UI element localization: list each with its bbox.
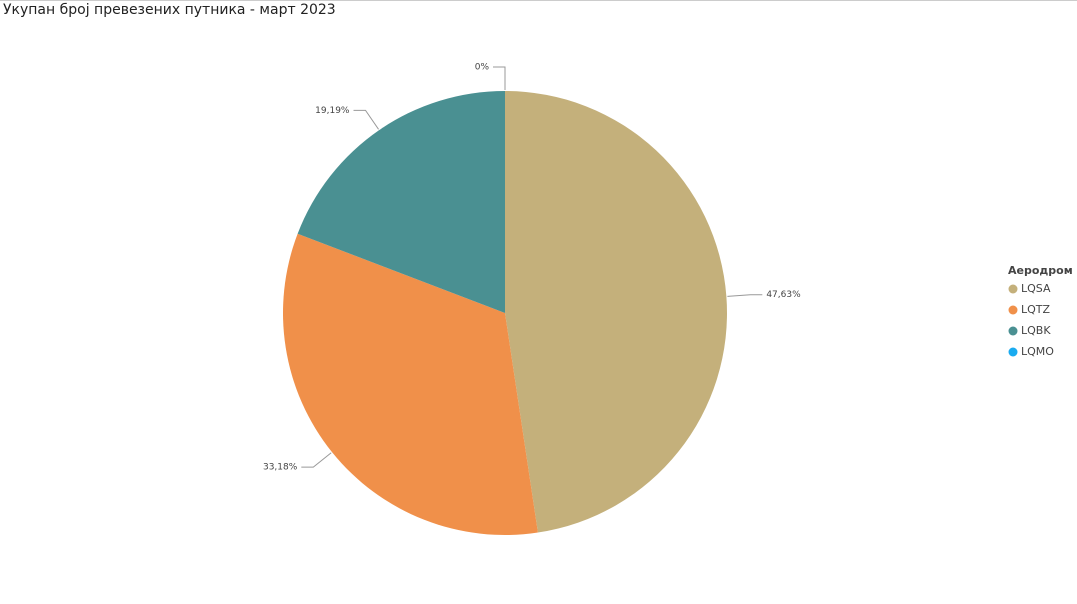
pie-slice [297,91,505,313]
value-label: 33,18% [263,463,298,473]
leader-line [493,66,506,90]
legend-marker [1008,284,1018,294]
legend-label: LQMO [1021,345,1054,358]
legend-title: Аеродром [1008,264,1073,277]
legend-marker [1008,347,1018,357]
value-label: 47,63% [766,290,801,300]
leader-line [353,109,379,130]
legend-label: LQBK [1021,324,1051,337]
leader-line [301,452,332,468]
legend-label: LQSA [1021,282,1051,295]
legend-marker [1008,305,1018,315]
value-label: 19,19% [315,106,350,116]
leader-line [727,294,763,297]
chart-title: Укупан број превезених путника - март 20… [3,2,336,18]
value-label: 0% [475,63,490,73]
pie-slice [505,91,727,533]
legend-label: LQTZ [1021,303,1051,316]
pie-slice [283,233,538,535]
legend-marker [1008,326,1018,336]
